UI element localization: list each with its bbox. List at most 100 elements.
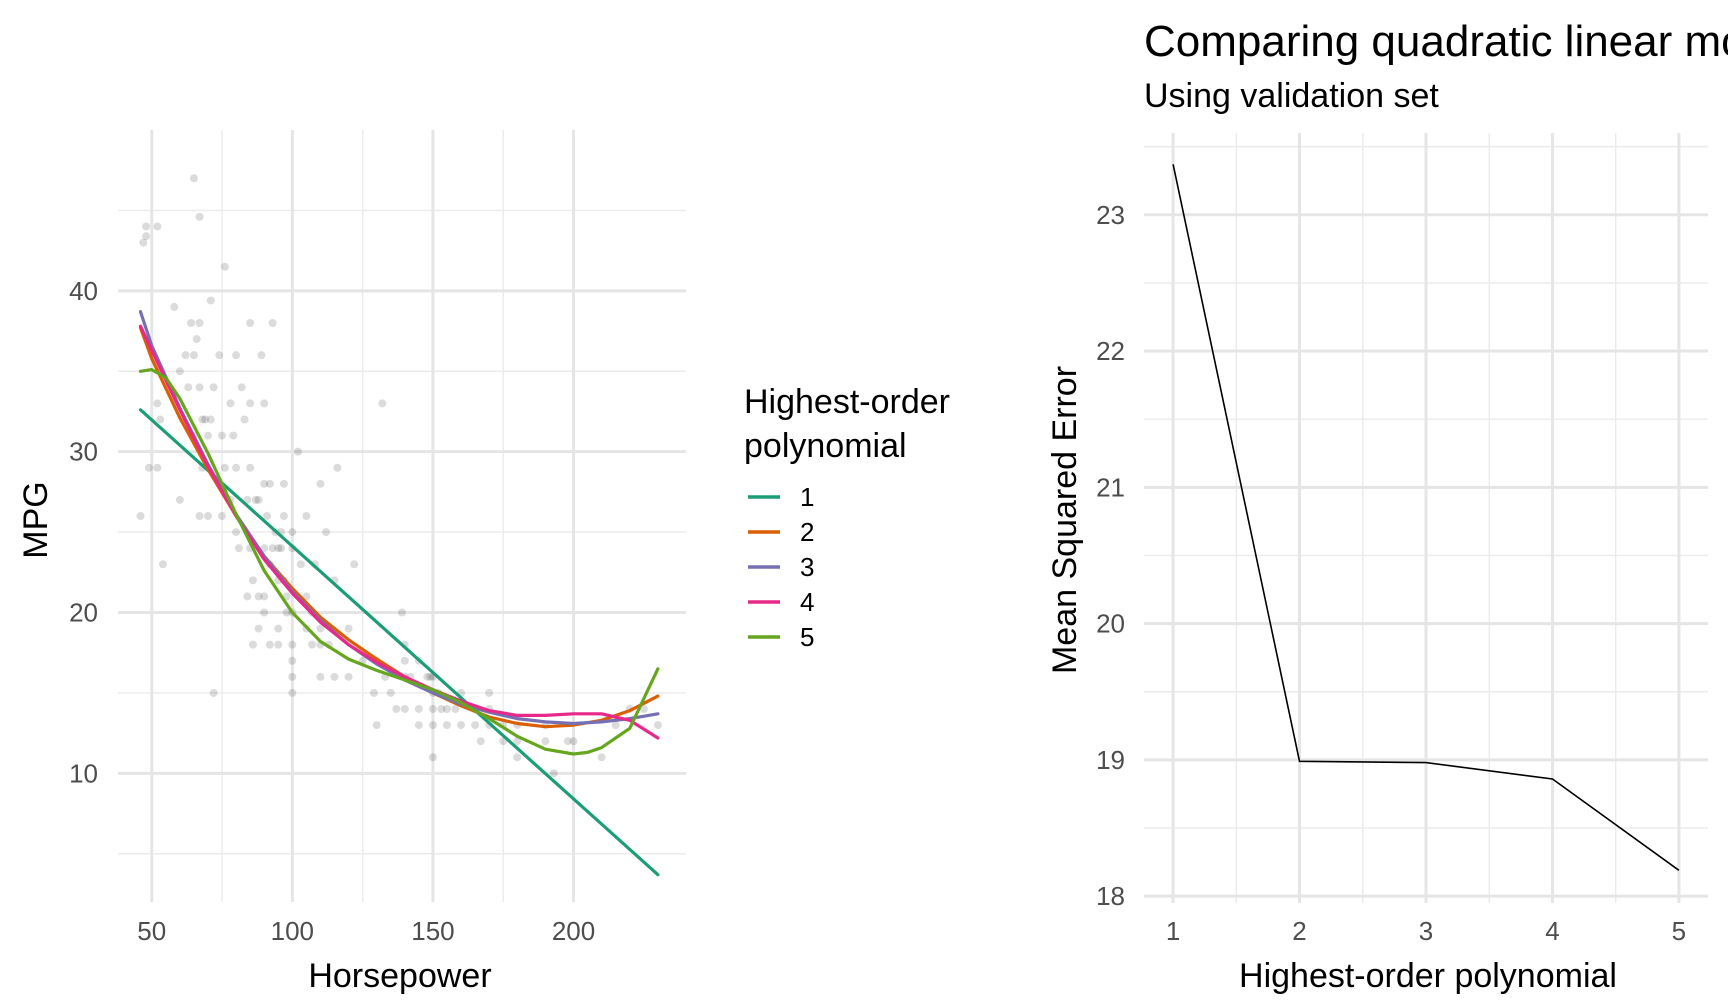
mse-line (1172, 164, 1680, 871)
data-point (218, 431, 227, 440)
data-point (234, 544, 243, 553)
data-point (386, 688, 395, 697)
legend-item-2: 2 (748, 517, 814, 547)
data-point (333, 463, 342, 472)
fit-curve-degree-1 (138, 408, 660, 877)
left-x-tick-label: 100 (271, 916, 314, 946)
data-point (398, 608, 406, 617)
data-point (485, 688, 494, 697)
data-point (240, 415, 249, 424)
data-point (209, 688, 218, 697)
left-y-axis-title: MPG (17, 481, 55, 558)
data-point (282, 608, 291, 617)
data-point (254, 624, 263, 633)
left-panel-scatter-plot: 50 100 150 200 10 20 30 40 Horsepower MPG (17, 130, 686, 995)
legend-item-3: 3 (748, 552, 814, 582)
legend-label: 5 (800, 622, 814, 652)
data-point (198, 415, 207, 424)
fit-curve-degree-4 (138, 324, 660, 740)
data-point (209, 383, 218, 392)
data-point (195, 319, 204, 327)
left-x-tick-label: 150 (411, 916, 454, 946)
data-point (189, 351, 198, 360)
data-point (288, 640, 297, 649)
data-point (513, 753, 522, 762)
data-point (288, 672, 297, 681)
data-point (541, 737, 550, 746)
fit-curve-degree-5 (138, 368, 660, 756)
right-y-axis-title: Mean Squared Error (1046, 366, 1084, 674)
data-point (400, 705, 409, 713)
data-point (254, 592, 263, 601)
data-point (288, 688, 297, 697)
data-point (195, 512, 204, 520)
data-point (428, 721, 437, 730)
data-point (237, 383, 246, 392)
data-point (274, 544, 283, 553)
data-point (206, 296, 215, 305)
data-point (513, 737, 522, 746)
data-point (260, 544, 269, 553)
legend-items: 1 2 3 4 5 (748, 482, 814, 652)
right-x-tick-label: 5 (1672, 916, 1686, 946)
data-point (153, 222, 162, 231)
data-point (246, 463, 255, 472)
data-point (288, 656, 297, 665)
data-point (257, 351, 266, 360)
legend-label: 3 (800, 552, 814, 582)
left-y-tick-label: 30 (69, 437, 98, 467)
data-point (274, 640, 283, 649)
data-point (195, 212, 204, 221)
data-point (260, 592, 269, 601)
legend-label: 2 (800, 517, 814, 547)
data-point (220, 463, 229, 472)
left-y-tick-labels: 10 20 30 40 (69, 276, 98, 788)
fit-curve-degree-3 (138, 310, 660, 726)
right-x-tick-labels: 1 2 3 4 5 (1166, 916, 1686, 946)
data-point (279, 479, 288, 488)
data-point (378, 399, 387, 408)
left-x-tick-label: 200 (552, 916, 595, 946)
data-point (263, 512, 272, 520)
data-point (344, 624, 353, 633)
data-point (158, 560, 167, 569)
data-point (476, 737, 485, 746)
right-y-tick-label: 23 (1096, 200, 1125, 230)
data-point (414, 721, 423, 730)
left-x-axis-title: Horsepower (308, 957, 491, 995)
data-point (192, 335, 201, 344)
right-mse-line (1172, 164, 1680, 871)
data-point (246, 319, 255, 327)
data-point (170, 302, 179, 311)
data-point (316, 624, 325, 633)
data-point (471, 721, 480, 730)
left-grid (118, 130, 686, 902)
data-point (265, 640, 274, 649)
legend-title-line-1: Highest-order (744, 383, 950, 421)
data-point (316, 479, 325, 488)
data-point (175, 495, 184, 504)
data-point (308, 640, 317, 649)
data-point (260, 399, 269, 408)
data-point (254, 495, 263, 504)
right-x-axis-title: Highest-order polynomial (1239, 957, 1617, 995)
data-point (344, 672, 353, 681)
data-point (322, 528, 331, 537)
data-point (142, 232, 151, 241)
data-point (597, 753, 606, 762)
data-point (442, 705, 451, 713)
legend-label: 4 (800, 587, 814, 617)
left-y-tick-label: 20 (69, 598, 98, 628)
data-point (277, 544, 286, 553)
data-point (220, 262, 229, 271)
data-point (563, 737, 572, 746)
right-y-tick-label: 22 (1096, 336, 1125, 366)
data-point (260, 608, 269, 617)
data-point (268, 544, 277, 553)
data-point (181, 351, 190, 360)
data-point (243, 592, 252, 601)
right-x-tick-label: 2 (1292, 916, 1306, 946)
data-point (639, 705, 648, 713)
data-point (288, 528, 297, 537)
data-point (203, 512, 212, 520)
